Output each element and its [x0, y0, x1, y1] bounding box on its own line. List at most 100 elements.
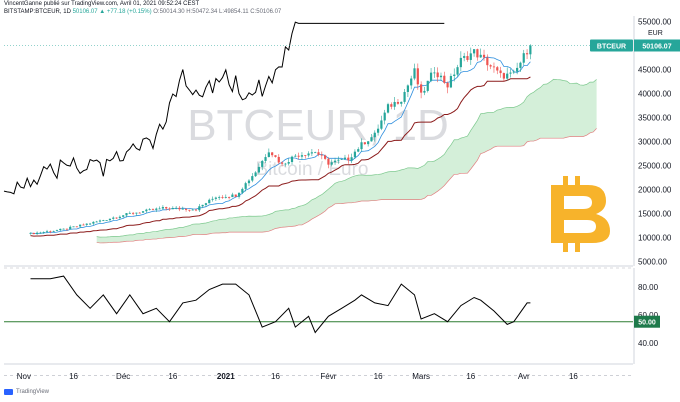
- candle-body: [75, 226, 78, 228]
- candle-body: [509, 72, 512, 74]
- candle-body: [406, 85, 409, 92]
- tradingview-logo-icon: [4, 389, 13, 395]
- candle-body: [469, 53, 472, 60]
- candle-body: [396, 101, 400, 104]
- candle-body: [403, 91, 406, 102]
- candle-body: [82, 224, 85, 226]
- candle-body: [244, 183, 247, 189]
- price-tick-label: 55000.00: [638, 18, 672, 27]
- price-tick-label: 20000.00: [638, 186, 672, 195]
- candle-body: [287, 162, 290, 164]
- candle-body: [373, 132, 376, 138]
- candle-body: [98, 220, 102, 222]
- candle-body: [241, 188, 244, 193]
- candle-body: [112, 217, 115, 219]
- candle-body: [214, 197, 217, 199]
- time-tick-label: 16: [374, 372, 383, 381]
- candle-body: [433, 72, 436, 74]
- candle-body: [108, 218, 112, 221]
- candle-body: [410, 78, 413, 86]
- candle-body: [314, 152, 317, 154]
- candle-body: [522, 53, 525, 63]
- time-tick-label: Nov: [17, 372, 31, 381]
- candle-body: [175, 207, 178, 209]
- time-tick-label: Mars: [412, 372, 430, 381]
- price-change: ▲ +77.18 (+0.15%): [99, 9, 152, 15]
- time-tick-label: Févr: [320, 372, 336, 381]
- candle-body: [357, 149, 360, 152]
- candle-body: [168, 208, 171, 210]
- candle-body: [151, 209, 155, 211]
- candle-body: [247, 180, 251, 184]
- time-tick-label: 16: [569, 372, 578, 381]
- candle-body: [350, 157, 353, 161]
- candle-body: [188, 209, 191, 211]
- price-tick-label: 10000.00: [638, 234, 672, 243]
- rsi-tick-label: 40.00: [638, 339, 659, 348]
- watermark-symbol: BTCEUR, 1D: [187, 101, 449, 150]
- candle-body: [525, 53, 529, 55]
- candle-body: [155, 208, 158, 210]
- candle-body: [300, 155, 304, 157]
- candle-body: [347, 157, 350, 161]
- candle-body: [237, 192, 241, 197]
- time-tick-label: 16: [168, 372, 177, 381]
- candle-body: [376, 128, 380, 133]
- candle-body: [330, 162, 333, 165]
- candle-body: [290, 156, 294, 163]
- candle-body: [466, 56, 469, 60]
- last-price-badge: [634, 39, 680, 52]
- candle-body: [310, 152, 313, 154]
- candle-body: [489, 65, 492, 67]
- ohlc-values: O:50014.30 H:50472.34 L:49854.11 C:50106…: [153, 9, 282, 15]
- candle-body: [115, 217, 118, 219]
- footer-brand: TradingView: [16, 389, 50, 395]
- last-price: 50106.07: [72, 9, 98, 15]
- candle-body: [353, 151, 357, 158]
- candle-body: [380, 120, 383, 129]
- candle-body: [284, 163, 287, 165]
- candle-body: [261, 160, 264, 167]
- candle-body: [234, 194, 237, 197]
- candle-body: [506, 73, 509, 79]
- candle-body: [178, 207, 181, 210]
- candle-body: [184, 208, 188, 210]
- candle-body: [49, 231, 52, 233]
- candle-body: [257, 166, 261, 173]
- price-tick-label: 40000.00: [638, 90, 672, 99]
- candle-body: [420, 84, 423, 93]
- candle-body: [32, 232, 35, 235]
- candle-body: [42, 232, 45, 233]
- candle-body: [198, 206, 201, 211]
- candle-body: [218, 197, 221, 198]
- candle-body: [69, 226, 72, 230]
- candle-body: [453, 74, 456, 76]
- candle-body: [307, 153, 310, 156]
- candle-body: [267, 152, 270, 158]
- candle-body: [413, 68, 416, 79]
- candle-body: [360, 142, 363, 150]
- candles-layer: [4, 44, 633, 235]
- candle-body: [317, 152, 320, 155]
- candle-body: [529, 45, 532, 55]
- chikou-span-line: [3, 21, 445, 195]
- candle-body: [45, 231, 49, 233]
- candle-body: [327, 158, 330, 165]
- price-tick-label: 15000.00: [638, 210, 672, 219]
- candle-body: [486, 57, 489, 66]
- rsi-tick-label: 60.00: [638, 311, 659, 320]
- candle-body: [65, 228, 68, 230]
- candle-body: [502, 73, 505, 79]
- candle-body: [231, 194, 234, 198]
- candle-body: [479, 54, 482, 58]
- symbol-info: BITSTAMP:BTCEUR, 1D 50106.07 ▲ +77.18 (+…: [4, 9, 281, 15]
- rsi-pane: [4, 267, 633, 376]
- candle-body: [251, 176, 254, 181]
- candle-body: [221, 197, 224, 198]
- candle-body: [122, 215, 125, 217]
- time-tick-label: 16: [69, 372, 78, 381]
- publish-info: VincentGanne publié sur TradingView.com,…: [4, 1, 200, 7]
- candle-body: [383, 112, 386, 121]
- candle-body: [271, 152, 274, 156]
